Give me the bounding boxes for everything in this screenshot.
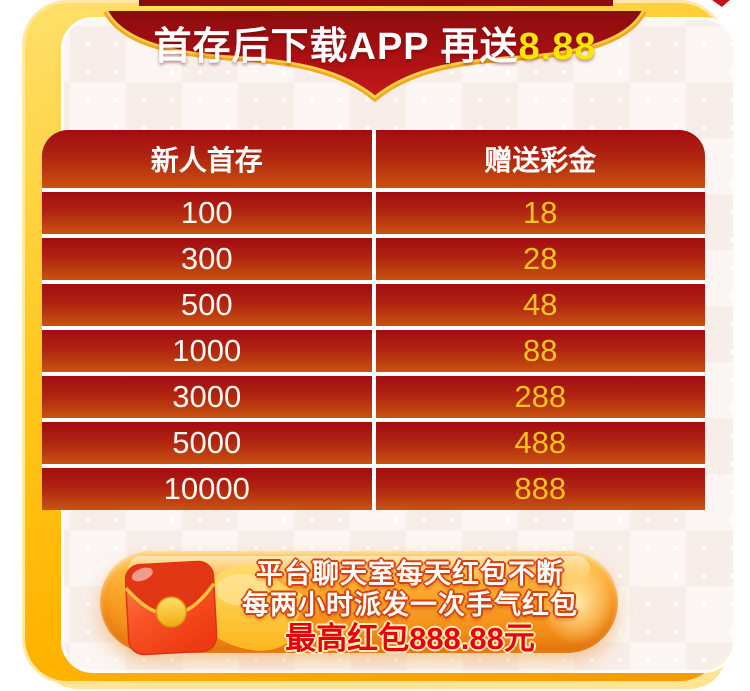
banner-highlight-amount: 8.88 <box>519 26 597 68</box>
deposit-column-header: 新人首存 <box>42 130 372 188</box>
deposit-amount-cell: 10000 <box>42 468 372 510</box>
bonus-amount-cell: 888 <box>375 468 705 510</box>
banner-ribbon-shape <box>107 11 643 97</box>
bonus-amount-cell: 288 <box>375 376 705 418</box>
deposit-amount-cell: 100 <box>42 192 372 234</box>
ribbon-top-strip <box>139 0 613 6</box>
deposit-amount-cell: 5000 <box>42 422 372 464</box>
promo-line-2: 每两小时派发一次手气红包 <box>242 590 578 620</box>
bonus-amount-cell: 488 <box>375 422 705 464</box>
bonus-amount-cell: 28 <box>375 238 705 280</box>
bonus-amount-cell: 48 <box>375 284 705 326</box>
yellow-splash-shape <box>197 566 307 651</box>
red-envelope-icon <box>124 560 218 656</box>
header-banner[interactable]: 首存后下载APP 再送8.88 <box>85 11 665 103</box>
promo-text-block: 平台聊天室每天红包不断 每两小时派发一次手气红包 最高红包888.88元 <box>212 559 608 657</box>
promo-line-1: 平台聊天室每天红包不断 <box>256 559 564 589</box>
deposit-amount-cell: 300 <box>42 238 372 280</box>
deposit-amount-cell: 500 <box>42 284 372 326</box>
deposit-table: 新人首存 赠送彩金 100 18 300 28 500 48 1000 88 3000 288 50… <box>42 130 705 510</box>
bonus-amount-cell: 88 <box>375 330 705 372</box>
bonus-amount-cell: 18 <box>375 192 705 234</box>
promo-line-max-redpacket: 最高红包888.88元 <box>285 621 535 656</box>
deposit-amount-cell: 1000 <box>42 330 372 372</box>
banner-gold-rim <box>105 11 645 99</box>
deposit-amount-cell: 3000 <box>42 376 372 418</box>
banner-title: 首存后下载APP 再送8.88 <box>154 26 597 68</box>
ribbon-corner-decoration <box>712 0 730 7</box>
bonus-column-header: 赠送彩金 <box>375 130 705 188</box>
